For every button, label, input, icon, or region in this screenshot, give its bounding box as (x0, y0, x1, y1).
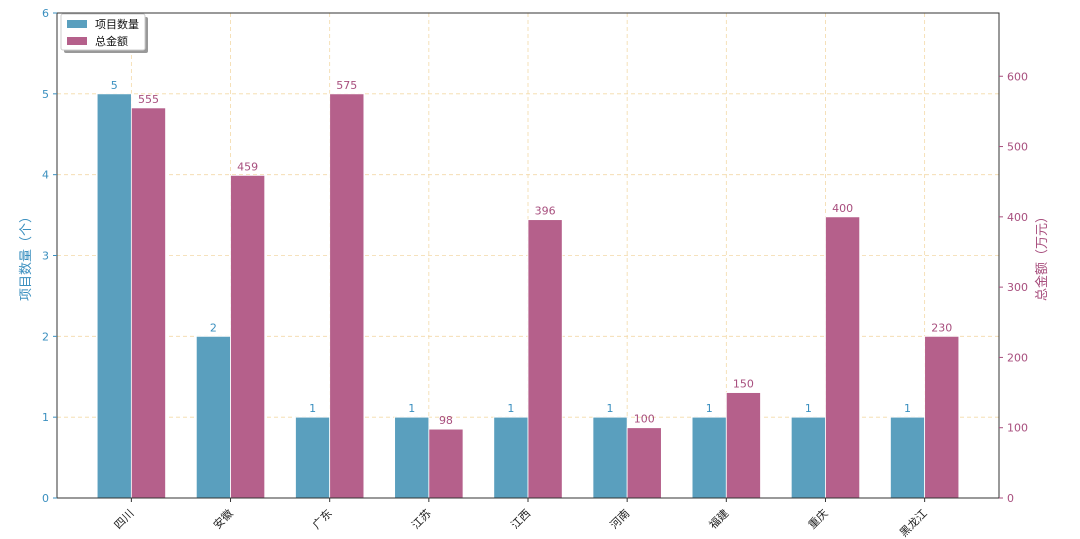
value-label-total-amount: 555 (138, 93, 159, 106)
right-axis-tick-label: 500 (1007, 141, 1028, 154)
x-axis: 四川 安徽 广东 江苏 江西 河南 福建 重庆 黑龙江 (112, 498, 930, 539)
bar-project-count (295, 416, 331, 499)
value-label-project-count: 1 (507, 402, 514, 415)
value-label-project-count: 5 (111, 79, 118, 92)
bar-project-count (394, 416, 430, 499)
legend: 项目数量 总金额 (60, 13, 148, 53)
bar-project-count (493, 416, 529, 499)
x-axis-category-label: 福建 (706, 506, 731, 531)
x-axis-category-label: 重庆 (805, 506, 830, 531)
value-label-total-amount: 575 (336, 79, 357, 92)
legend-swatch-project-count (67, 20, 87, 28)
value-label-total-amount: 396 (535, 205, 556, 218)
bar-project-count (195, 335, 231, 499)
bar-total-amount (527, 219, 563, 499)
value-label-project-count: 2 (210, 321, 217, 334)
legend-label-total-amount: 总金额 (95, 34, 128, 48)
value-label-total-amount: 230 (931, 321, 952, 334)
value-label-total-amount: 100 (634, 413, 655, 426)
left-axis-title: 项目数量（个） (19, 210, 34, 301)
bar-project-count (691, 416, 727, 499)
value-label-project-count: 1 (309, 402, 316, 415)
bar-project-count (890, 416, 926, 499)
value-label-project-count: 1 (805, 402, 812, 415)
bar-total-amount (725, 392, 761, 499)
right-axis-tick-label: 200 (1007, 351, 1028, 364)
right-axis-title: 总金额（万元） (1034, 210, 1050, 301)
bar-project-count (96, 93, 132, 499)
left-axis-tick-label: 1 (42, 411, 49, 424)
left-axis-tick-label: 5 (42, 88, 49, 101)
left-axis-tick-label: 4 (42, 169, 49, 182)
x-axis-category-label: 广东 (310, 507, 335, 532)
right-axis-tick-label: 300 (1007, 281, 1028, 294)
legend-swatch-total-amount (67, 37, 87, 45)
left-axis-tick-label: 2 (42, 330, 49, 343)
bar-total-amount (626, 427, 662, 499)
value-label-total-amount: 150 (733, 378, 754, 391)
value-label-total-amount: 459 (237, 160, 258, 173)
bar-total-amount (130, 107, 166, 499)
value-label-project-count: 1 (904, 402, 911, 415)
x-axis-category-label: 江苏 (409, 507, 434, 532)
left-axis-tick-label: 6 (42, 7, 49, 20)
bar-project-count (592, 416, 628, 499)
legend-label-project-count: 项目数量 (95, 18, 139, 31)
x-axis-category-label: 黑龙江 (897, 507, 930, 539)
right-axis-tick-label: 0 (1007, 492, 1014, 505)
value-label-total-amount: 400 (832, 202, 853, 215)
bar-total-amount (329, 93, 365, 499)
bar-total-amount (924, 335, 960, 499)
left-y-axis: 0 1 2 3 4 5 6 (42, 7, 57, 505)
right-axis-tick-label: 100 (1007, 422, 1028, 435)
x-axis-category-label: 河南 (608, 507, 633, 532)
bar-total-amount (428, 428, 464, 499)
value-label-project-count: 1 (706, 402, 713, 415)
left-axis-tick-label: 0 (42, 492, 49, 505)
right-y-axis: 0 100 200 300 400 500 600 (999, 70, 1028, 505)
value-label-project-count: 1 (607, 402, 614, 415)
x-axis-category-label: 安徽 (210, 506, 235, 531)
bars (96, 93, 960, 499)
bar-total-amount (230, 174, 266, 499)
right-axis-tick-label: 600 (1007, 70, 1028, 83)
value-label-project-count: 1 (408, 402, 415, 415)
bar-total-amount (825, 216, 861, 499)
bar-project-count (790, 416, 826, 499)
value-label-total-amount: 98 (439, 414, 453, 427)
x-axis-category-label: 江西 (508, 507, 533, 532)
x-axis-category-label: 四川 (112, 507, 137, 532)
left-axis-tick-label: 3 (42, 250, 49, 263)
right-axis-tick-label: 400 (1007, 211, 1028, 224)
